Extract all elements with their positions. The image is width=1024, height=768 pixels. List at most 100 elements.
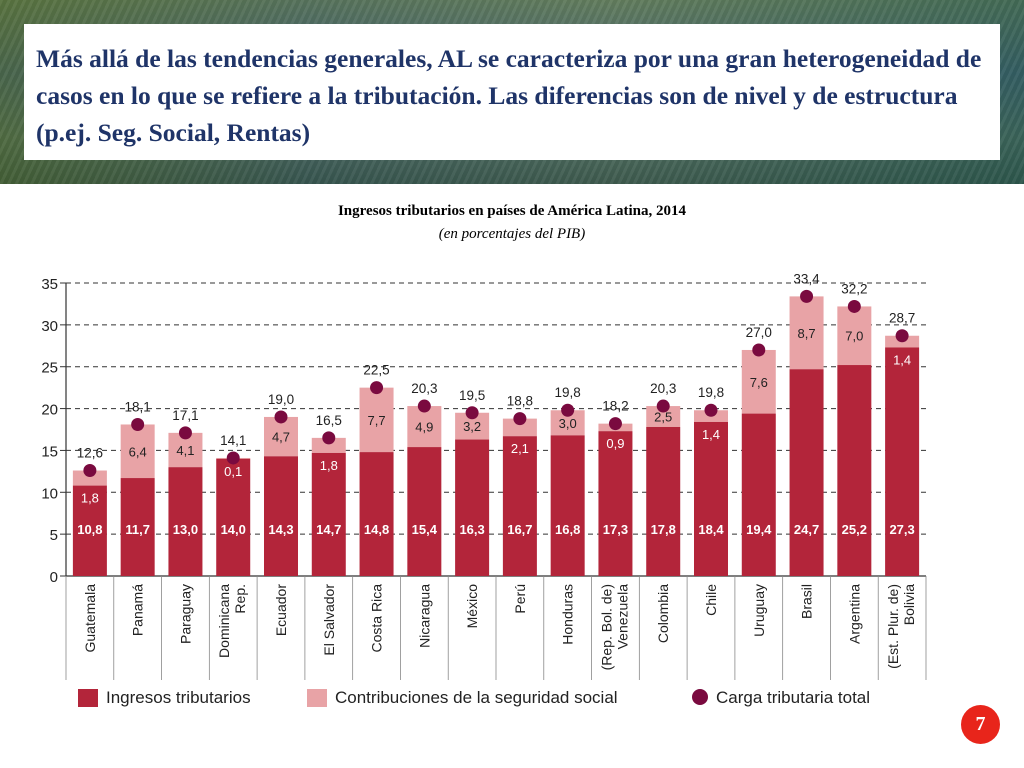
data-label-total: 28,7 [889, 311, 915, 326]
marker-total [561, 403, 575, 417]
x-tick-label-group: Costa Rica [369, 584, 385, 653]
data-label-tax: 16,7 [507, 522, 532, 537]
data-label-total: 19,0 [268, 392, 294, 407]
bar-social [837, 306, 872, 366]
marker-total [274, 410, 288, 424]
data-label-tax: 10,8 [77, 522, 102, 537]
x-tick-label-group: Colombia [655, 584, 671, 643]
slide-title: Más allá de las tendencias generales, AL… [36, 44, 982, 147]
bar-tax [264, 456, 298, 576]
data-label-total: 18,1 [125, 399, 151, 414]
data-label-social: 0,1 [224, 464, 242, 479]
data-label-social: 2,5 [654, 410, 672, 425]
y-tick-label: 30 [41, 318, 58, 335]
data-label-social: 7,6 [750, 375, 768, 390]
marker-total [656, 399, 670, 413]
bar-tax [502, 436, 537, 576]
data-label-tax: 18,4 [698, 522, 724, 537]
x-tick-label-group: Argentina [846, 584, 862, 644]
y-tick-label: 35 [41, 276, 58, 293]
bar-tax [216, 458, 251, 576]
bar-social [359, 387, 394, 453]
title-box: Más allá de las tendencias generales, AL… [24, 24, 1000, 160]
y-tick-label: 5 [50, 527, 58, 544]
data-label-social: 7,0 [845, 329, 863, 344]
data-label-total: 19,8 [555, 385, 581, 400]
x-tick-label: (Est. Plur. de) [885, 584, 901, 669]
data-label-total: 18,2 [602, 399, 628, 414]
bar-tax [550, 435, 585, 576]
legend-label-social: Contribuciones de la seguridad social [335, 688, 618, 707]
bar-tax [120, 478, 155, 576]
bar-social [789, 296, 824, 370]
data-label-tax: 13,0 [173, 522, 198, 537]
x-tick-label: Panamá [130, 584, 146, 636]
data-label-tax: 24,7 [794, 522, 819, 537]
x-tick-label: Dominicana [216, 584, 232, 658]
data-label-total: 16,5 [316, 413, 342, 428]
data-label-total: 14,1 [220, 433, 246, 448]
marker-total [513, 412, 527, 426]
x-tick-label-group: El Salvador [321, 584, 337, 656]
data-label-total: 19,8 [698, 385, 724, 400]
data-label-total: 27,0 [746, 325, 772, 340]
data-label-total: 33,4 [793, 271, 820, 286]
data-label-total: 12,6 [77, 446, 103, 461]
bar-social [264, 416, 298, 457]
data-label-social: 4,9 [415, 420, 433, 435]
bar-tax [837, 365, 872, 576]
bar-tax [359, 452, 394, 576]
bar-social [502, 418, 537, 437]
bar-tax [789, 369, 824, 576]
x-tick-label: Uruguay [751, 584, 767, 637]
data-label-total: 20,3 [650, 381, 676, 396]
x-tick-label: Ecuador [273, 584, 289, 636]
x-tick-label-group: Brasil [799, 584, 815, 619]
x-tick-label: Colombia [655, 584, 671, 643]
x-tick-label-group: Ecuador [273, 584, 289, 636]
bar-tax [311, 452, 346, 576]
marker-total [608, 417, 622, 431]
x-tick-label: Nicaragua [416, 584, 432, 648]
bar-social [646, 406, 681, 427]
data-label-social: 1,8 [320, 458, 338, 473]
bar-social [407, 406, 442, 448]
data-label-tax: 17,8 [651, 522, 676, 537]
x-tick-label: Argentina [846, 584, 862, 644]
data-label-social: 3,2 [463, 419, 481, 434]
marker-total [895, 329, 909, 343]
marker-total [83, 464, 97, 478]
marker-total [847, 299, 861, 313]
marker-total [178, 426, 192, 440]
data-label-social: 1,4 [702, 427, 720, 442]
marker-total [370, 381, 384, 395]
data-label-social: 6,4 [129, 444, 147, 459]
y-tick-label: 0 [50, 569, 58, 586]
bar-social [72, 470, 107, 486]
marker-total [131, 417, 145, 431]
bar-social [120, 424, 155, 479]
x-tick-label: El Salvador [321, 584, 337, 656]
bar-tax [455, 439, 490, 576]
data-label-total: 18,8 [507, 394, 533, 409]
page-number-badge: 7 [961, 705, 1000, 744]
data-label-tax: 27,3 [889, 522, 914, 537]
bar-tax [694, 421, 728, 576]
x-tick-label-group: Panamá [130, 584, 146, 636]
data-label-tax: 15,4 [412, 522, 438, 537]
bar-tax [168, 467, 203, 576]
data-label-tax: 14,7 [316, 522, 341, 537]
data-label-tax: 11,7 [125, 522, 150, 537]
data-label-tax: 16,8 [555, 522, 580, 537]
y-tick-label: 20 [41, 402, 58, 419]
legend-dot-total [692, 689, 708, 705]
data-label-social: 0,9 [606, 436, 624, 451]
marker-total [322, 431, 336, 445]
data-label-social: 2,1 [511, 441, 529, 456]
data-label-tax: 19,4 [746, 522, 772, 537]
data-label-total: 20,3 [411, 381, 437, 396]
y-tick-label: 10 [41, 485, 58, 502]
data-label-tax: 14,0 [221, 522, 246, 537]
data-label-social: 3,0 [559, 416, 577, 431]
